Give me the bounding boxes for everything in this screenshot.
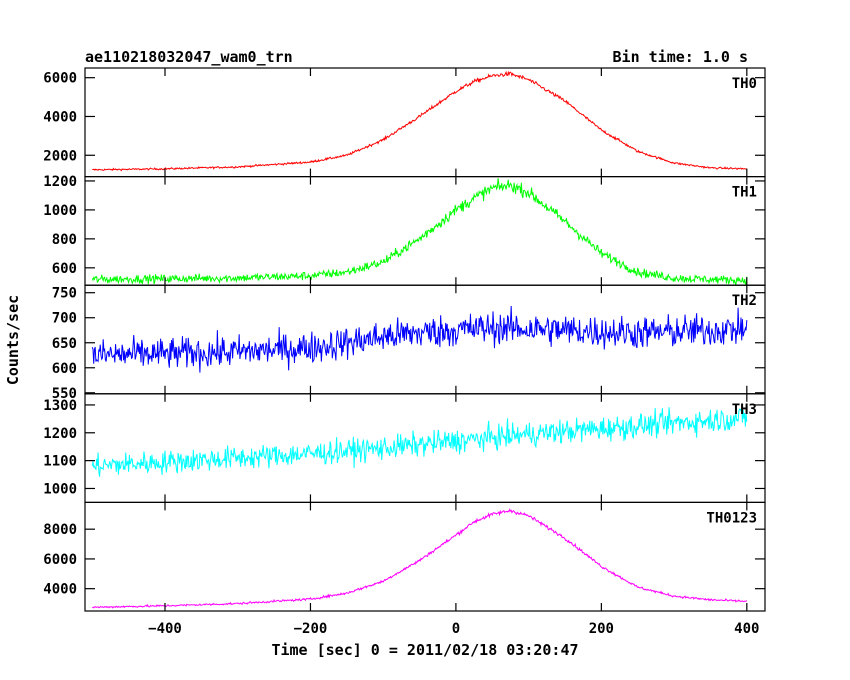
y-axis-label: Counts/sec <box>4 295 22 385</box>
x-tick-label: 400 <box>734 621 759 637</box>
y-tick-label: 2000 <box>43 148 77 164</box>
x-tick-label: −200 <box>294 621 328 637</box>
x-tick-label: 0 <box>452 621 460 637</box>
chart-title: ae110218032047_wam0_trn <box>85 48 293 66</box>
trace-th0123 <box>92 508 748 609</box>
panel-frame <box>84 501 766 612</box>
trace-th2 <box>91 306 748 373</box>
x-axis-label: Time [sec] 0 = 2011/02/18 03:20:47 <box>271 641 578 659</box>
y-tick-label: 750 <box>52 286 77 302</box>
x-axis: −400 −200 0 200 400 <box>148 621 759 637</box>
y-tick-label: 700 <box>52 311 77 327</box>
series-label-th1: TH1 <box>732 185 757 201</box>
panel-th3: 1000 1100 1200 1300 TH3 <box>43 393 766 503</box>
x-tick-label: 200 <box>589 621 614 637</box>
y-tick-label: 1000 <box>43 481 77 497</box>
y-tick-label: 550 <box>52 386 77 402</box>
y-tick-label: 4000 <box>43 109 77 125</box>
y-tick-label: 6000 <box>43 71 77 87</box>
trace-th0 <box>92 70 748 172</box>
trace-th3 <box>91 407 748 477</box>
y-tick-label: 1200 <box>43 174 77 190</box>
series-label-th3: TH3 <box>732 402 757 418</box>
panel-frame <box>84 284 766 395</box>
x-tick-label: −400 <box>148 621 182 637</box>
y-tick-label: 6000 <box>43 552 77 568</box>
trace-th1 <box>91 178 748 286</box>
y-tick-label: 8000 <box>43 522 77 538</box>
y-tick-label: 650 <box>52 336 77 352</box>
panel-th1: 600 800 1000 1200 TH1 <box>43 174 766 286</box>
panel-th0123: 4000 6000 8000 TH0123 <box>43 501 766 612</box>
panel-th2: 550 600 650 700 750 TH2 <box>52 284 766 402</box>
series-label-th0: TH0 <box>732 76 757 92</box>
panel-frame <box>84 176 766 286</box>
y-tick-label: 1100 <box>43 454 77 470</box>
y-tick-label: 4000 <box>43 582 77 598</box>
y-tick-label: 600 <box>52 261 77 277</box>
series-label-th2: TH2 <box>732 293 757 309</box>
series-label-th0123: TH0123 <box>706 510 757 526</box>
y-tick-label: 800 <box>52 232 77 248</box>
bin-time-label: Bin time: 1.0 s <box>613 48 748 66</box>
panel-th0: 2000 4000 6000 TH0 <box>43 67 766 178</box>
y-tick-label: 600 <box>52 361 77 377</box>
y-tick-label: 1200 <box>43 426 77 442</box>
y-tick-label: 1300 <box>43 398 77 414</box>
y-tick-label: 1000 <box>43 203 77 219</box>
panel-frame <box>84 67 766 178</box>
